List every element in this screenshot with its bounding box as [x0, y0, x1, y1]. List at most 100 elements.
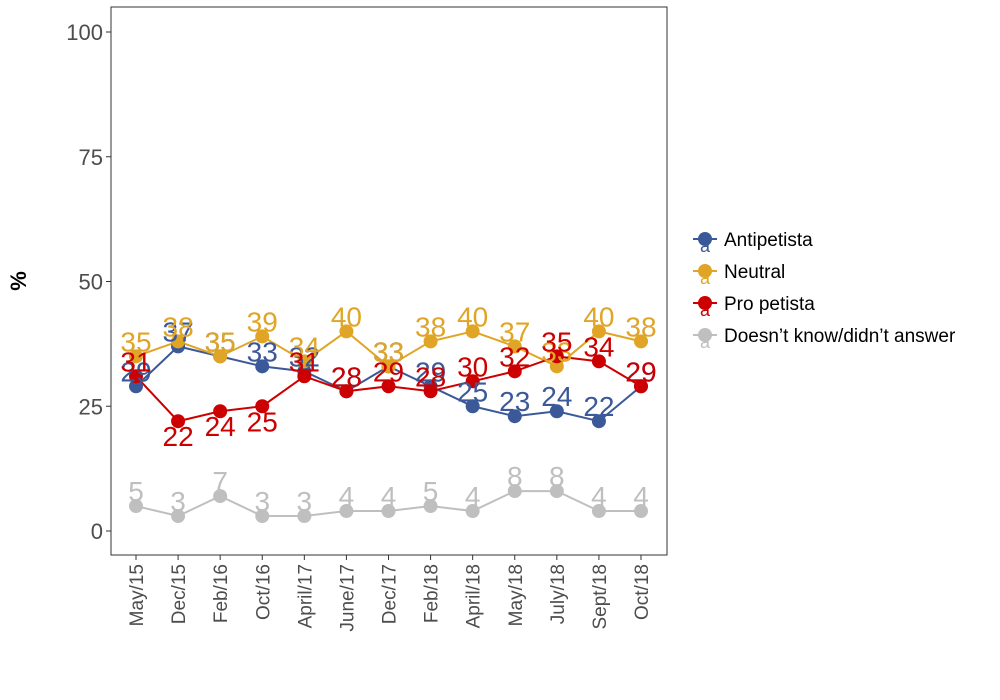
data-label-series-3: 4 [591, 481, 607, 512]
data-label-series-0: 37 [163, 316, 194, 347]
legend-key-point [698, 296, 712, 310]
x-tick-label: June/17 [337, 564, 358, 632]
data-label-series-2: 31 [120, 346, 151, 377]
data-label-series-3: 3 [254, 486, 270, 517]
series-point-2 [549, 349, 564, 364]
series-point-3 [591, 504, 606, 519]
data-label-series-1: 40 [331, 301, 362, 332]
data-label-series-1: 34 [289, 331, 320, 362]
data-label-series-0: 35 [205, 326, 236, 357]
series-point-2 [213, 404, 228, 419]
series-point-1 [339, 324, 354, 339]
series-point-3 [549, 484, 564, 499]
data-label-series-3: 3 [297, 486, 313, 517]
series-point-2 [423, 384, 438, 399]
data-label-series-2: 22 [163, 421, 194, 452]
series-point-1 [129, 349, 143, 364]
data-label-series-3: 5 [423, 476, 439, 507]
y-tick-label: 0 [91, 519, 103, 544]
x-tick-label: Dec/17 [380, 564, 401, 624]
data-label-series-2: 34 [583, 331, 614, 362]
data-label-series-0: 33 [373, 336, 404, 367]
x-tick-label: July/18 [548, 564, 569, 624]
data-label-series-2: 30 [457, 351, 488, 382]
series-point-0 [465, 399, 480, 414]
data-label-series-2: 24 [205, 411, 236, 442]
legend-label: Pro petista [724, 294, 815, 315]
x-tick-label: May/18 [506, 564, 527, 626]
x-tick-label: Oct/16 [253, 564, 274, 620]
legend-label: Neutral [724, 262, 785, 283]
x-tick-label: Dec/15 [169, 564, 190, 624]
data-label-series-0: 23 [499, 386, 530, 417]
series-point-2 [339, 384, 354, 399]
y-tick-label: 100 [66, 20, 103, 45]
series-point-1 [423, 334, 438, 349]
series-point-0 [129, 379, 143, 394]
data-label-series-0: 29 [120, 356, 151, 387]
y-tick-label: 75 [79, 145, 103, 170]
data-label-series-1: 38 [625, 311, 656, 342]
data-label-series-0: 25 [457, 376, 488, 407]
series-point-2 [297, 369, 312, 384]
series-point-1 [549, 359, 564, 374]
series-point-1 [213, 349, 228, 364]
data-label-series-3: 7 [212, 466, 228, 497]
data-label-series-1: 33 [541, 336, 572, 367]
series-point-0 [507, 409, 522, 424]
plot-panel-border [110, 6, 668, 556]
data-label-series-0: 29 [415, 356, 446, 387]
data-label-series-3: 8 [507, 461, 523, 492]
series-point-1 [171, 334, 186, 349]
legend-key-glyph: a [700, 332, 711, 352]
data-label-series-2: 29 [373, 356, 404, 387]
series-point-3 [381, 504, 396, 519]
series-point-1 [255, 329, 270, 344]
data-label-series-2: 28 [331, 361, 362, 392]
series-point-1 [634, 334, 648, 349]
data-label-series-0: 28 [331, 361, 362, 392]
data-label-series-1: 40 [457, 301, 488, 332]
data-label-series-1: 40 [583, 301, 614, 332]
data-label-series-0: 29 [625, 356, 656, 387]
series-point-3 [129, 499, 143, 514]
series-point-3 [634, 504, 648, 519]
legend-key-glyph: a [700, 236, 711, 256]
legend-key-point [698, 232, 712, 246]
series-point-3 [171, 509, 186, 524]
data-label-series-1: 37 [499, 316, 530, 347]
series-point-2 [381, 379, 396, 394]
data-label-series-1: 38 [415, 311, 446, 342]
series-point-0 [255, 359, 270, 374]
series-point-2 [591, 354, 606, 369]
series-point-2 [465, 374, 480, 389]
series-point-2 [171, 414, 186, 429]
data-label-series-2: 28 [415, 361, 446, 392]
series-point-2 [507, 364, 522, 379]
series-point-3 [339, 504, 354, 519]
legend-key-glyph: a [700, 300, 711, 320]
legend-key-point [698, 264, 712, 278]
legend-key-point [698, 328, 712, 342]
legend-label: Antipetista [724, 230, 813, 251]
series-point-3 [213, 489, 228, 504]
legend-label: Doesn’t know/didn’t answer [724, 326, 956, 347]
y-tick-label: 25 [79, 394, 103, 419]
series-point-2 [129, 369, 143, 384]
data-label-series-1: 38 [163, 311, 194, 342]
data-label-series-3: 4 [381, 481, 397, 512]
data-label-series-3: 4 [633, 481, 649, 512]
series-point-1 [507, 339, 522, 354]
series-point-0 [591, 414, 606, 429]
data-label-series-1: 35 [205, 326, 236, 357]
x-tick-label: Oct/18 [632, 564, 653, 620]
data-label-series-3: 8 [549, 461, 565, 492]
data-label-series-3: 3 [170, 486, 186, 517]
data-label-series-2: 32 [499, 341, 530, 372]
data-label-series-3: 4 [339, 481, 355, 512]
data-label-series-0: 33 [247, 336, 278, 367]
series-point-3 [255, 509, 270, 524]
legend-key-glyph: a [700, 268, 711, 288]
series-point-1 [297, 354, 312, 369]
